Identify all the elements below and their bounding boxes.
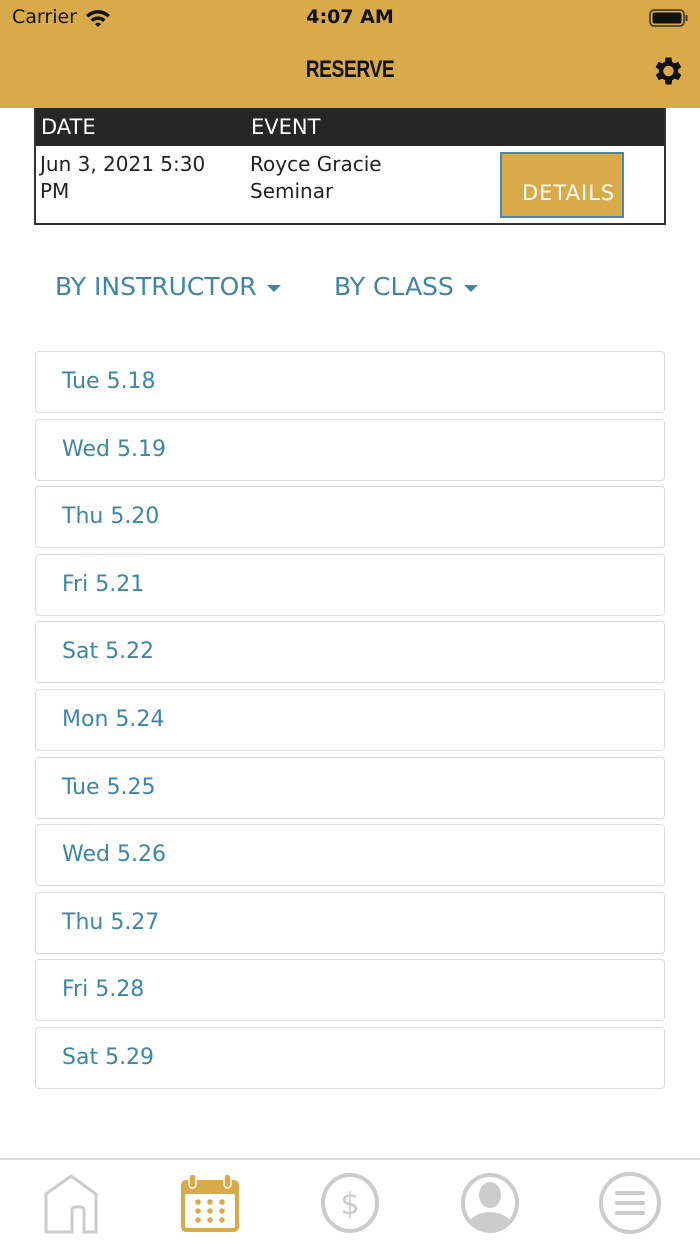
day-item[interactable]: Thu 5.27 xyxy=(35,891,665,954)
header-event: EVENT xyxy=(251,115,321,139)
day-item[interactable]: Fri 5.21 xyxy=(35,553,665,616)
dollar-icon[interactable]: $ xyxy=(319,1172,381,1234)
header-bar: Carrier 4:07 AM RESERVE xyxy=(0,0,700,108)
clock: 4:07 AM xyxy=(306,6,394,28)
svg-text:$: $ xyxy=(340,1187,359,1222)
menu-icon[interactable] xyxy=(599,1172,661,1234)
profile-icon[interactable] xyxy=(459,1172,521,1234)
page-title: RESERVE xyxy=(305,56,395,83)
wifi-icon xyxy=(86,10,110,27)
event-date: Jun 3, 2021 5:30 PM xyxy=(40,152,206,203)
day-item[interactable]: Sat 5.29 xyxy=(35,1027,665,1089)
day-item[interactable]: Thu 5.20 xyxy=(35,486,665,549)
home-icon[interactable] xyxy=(40,1172,102,1234)
table-header: DATE EVENT xyxy=(36,108,664,146)
day-item[interactable]: Tue 5.18 xyxy=(35,351,665,413)
event-name: Royce Gracie Seminar xyxy=(250,152,382,203)
caret-down-icon xyxy=(463,284,478,292)
by-instructor-label: BY INSTRUCTOR xyxy=(55,272,257,301)
by-instructor-dropdown[interactable]: BY INSTRUCTOR xyxy=(55,272,281,301)
by-class-label: BY CLASS xyxy=(334,272,454,301)
by-class-dropdown[interactable]: BY CLASS xyxy=(334,272,478,301)
caret-down-icon xyxy=(266,284,281,292)
day-item[interactable]: Wed 5.19 xyxy=(35,418,665,481)
day-item[interactable]: Wed 5.26 xyxy=(35,824,665,887)
tab-bar: $ xyxy=(0,1158,700,1244)
events-table: DATE EVENT Jun 3, 2021 5:30 PM Royce Gra… xyxy=(34,108,666,225)
day-item[interactable]: Fri 5.28 xyxy=(35,959,665,1022)
carrier-label: Carrier xyxy=(12,6,77,28)
battery-icon xyxy=(649,9,688,27)
header-date: DATE xyxy=(41,115,96,139)
day-item[interactable]: Sat 5.22 xyxy=(35,621,665,684)
details-button[interactable]: DETAILS xyxy=(500,152,624,218)
day-item[interactable]: Tue 5.25 xyxy=(35,756,665,819)
day-item[interactable]: Mon 5.24 xyxy=(35,689,665,751)
gear-icon[interactable] xyxy=(649,53,685,89)
calendar-icon[interactable] xyxy=(179,1172,241,1234)
